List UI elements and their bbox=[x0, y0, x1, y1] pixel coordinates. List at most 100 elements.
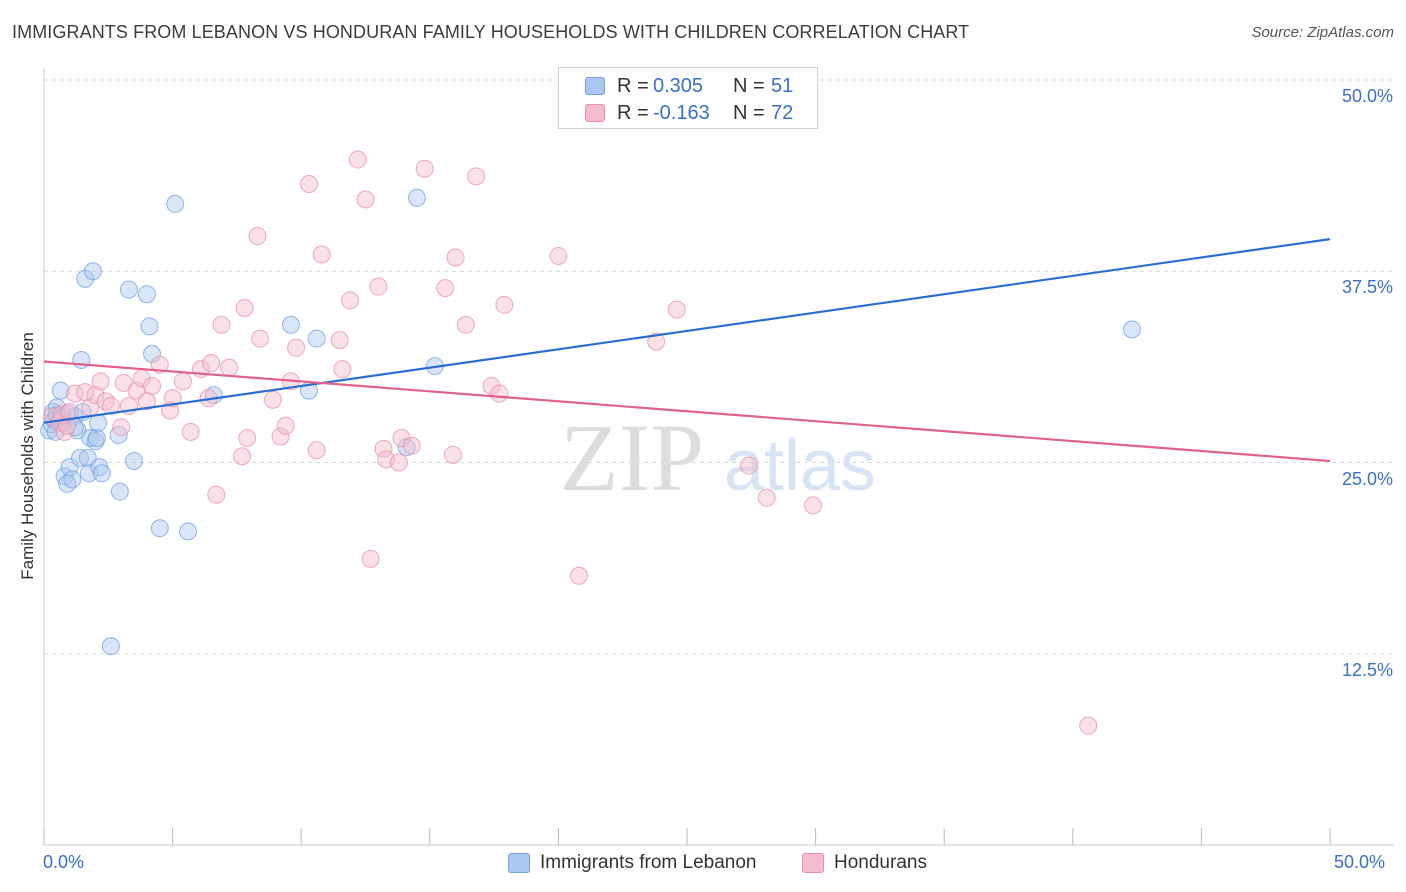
point-hondurans bbox=[86, 386, 105, 405]
chart-title: IMMIGRANTS FROM LEBANON VS HONDURAN FAMI… bbox=[12, 22, 970, 42]
point-hondurans bbox=[202, 354, 221, 373]
legend-label-lebanon: Immigrants from Lebanon bbox=[540, 852, 757, 873]
trend-line-hondurans bbox=[43, 360, 1331, 463]
correlation-legend: R = 0.305 N = 51 R = -0.163 N = 72 bbox=[558, 67, 818, 129]
y-tick-label: 25.0% bbox=[1341, 468, 1393, 489]
point-hondurans bbox=[356, 190, 375, 209]
point-hondurans bbox=[361, 549, 380, 568]
y-tick-label: 37.5% bbox=[1341, 277, 1393, 298]
point-hondurans bbox=[143, 377, 162, 395]
point-hondurans bbox=[163, 389, 182, 408]
point-hondurans bbox=[271, 427, 290, 446]
y-axis-label: Family Households with Children bbox=[18, 332, 37, 580]
point-hondurans bbox=[467, 167, 486, 186]
point-hondurans bbox=[647, 332, 666, 351]
point-hondurans bbox=[569, 566, 588, 585]
n-value-hondurans: 72 bbox=[771, 102, 794, 124]
point-lebanon bbox=[407, 188, 426, 207]
legend-swatch-hondurans bbox=[585, 104, 605, 122]
grid-lines bbox=[44, 79, 1394, 655]
r-value-lebanon: 0.305 bbox=[653, 75, 704, 97]
point-hondurans bbox=[341, 291, 360, 310]
point-hondurans bbox=[446, 248, 465, 267]
point-lebanon bbox=[83, 262, 102, 281]
point-hondurans bbox=[212, 315, 231, 334]
watermark-atlas: atlas bbox=[724, 426, 876, 506]
point-hondurans bbox=[233, 447, 252, 466]
point-lebanon bbox=[86, 432, 105, 451]
watermark: ZIP atlas bbox=[560, 404, 876, 511]
r-value-hondurans: -0.163 bbox=[653, 102, 710, 124]
point-hondurans bbox=[374, 439, 393, 458]
point-hondurans bbox=[251, 329, 270, 348]
point-hondurans bbox=[312, 245, 331, 264]
point-hondurans bbox=[415, 159, 434, 178]
point-hondurans bbox=[181, 422, 200, 441]
trend-lines bbox=[43, 238, 1331, 463]
point-hondurans bbox=[436, 279, 455, 298]
point-hondurans bbox=[1079, 716, 1098, 735]
source-credit: Source: ZipAtlas.com bbox=[1251, 24, 1394, 41]
point-hondurans bbox=[456, 315, 475, 334]
series-legend: Immigrants from Lebanon Hondurans bbox=[0, 850, 1406, 880]
point-lebanon bbox=[71, 448, 90, 467]
point-hondurans bbox=[549, 246, 568, 265]
point-lebanon bbox=[51, 381, 70, 400]
point-hondurans bbox=[330, 331, 349, 350]
point-lebanon bbox=[76, 269, 95, 288]
point-lebanon bbox=[179, 522, 198, 541]
legend-swatch-hondurans bbox=[802, 853, 824, 873]
x-tick-label-min: 0.0% bbox=[43, 852, 85, 872]
point-hondurans bbox=[91, 372, 110, 391]
point-hondurans bbox=[207, 485, 226, 504]
legend-swatch-lebanon bbox=[508, 853, 530, 873]
r-label: R = bbox=[617, 102, 649, 124]
y-tick-label: 12.5% bbox=[1341, 659, 1393, 680]
r-label: R = bbox=[617, 75, 649, 97]
legend-swatch-lebanon bbox=[585, 77, 605, 95]
n-value-lebanon: 51 bbox=[771, 75, 794, 97]
x-tick-label-max: 50.0% bbox=[1334, 852, 1386, 872]
point-hondurans bbox=[482, 377, 501, 395]
point-hondurans bbox=[173, 372, 192, 391]
point-lebanon bbox=[150, 519, 169, 538]
point-lebanon bbox=[110, 482, 129, 501]
point-lebanon bbox=[137, 285, 156, 304]
point-lebanon bbox=[166, 194, 185, 213]
point-lebanon bbox=[307, 329, 326, 348]
n-label: N = bbox=[733, 75, 765, 97]
point-hondurans bbox=[307, 441, 326, 460]
point-hondurans bbox=[58, 416, 77, 435]
point-hondurans bbox=[333, 360, 352, 379]
point-hondurans bbox=[287, 338, 306, 357]
n-label: N = bbox=[733, 102, 765, 124]
point-hondurans bbox=[248, 227, 267, 246]
point-hondurans bbox=[739, 456, 758, 475]
point-hondurans bbox=[490, 384, 509, 403]
point-lebanon bbox=[1122, 320, 1141, 339]
point-hondurans bbox=[238, 429, 257, 448]
point-hondurans bbox=[667, 300, 686, 319]
legend-label-hondurans: Hondurans bbox=[834, 852, 927, 873]
point-hondurans bbox=[60, 403, 79, 422]
point-hondurans bbox=[804, 496, 823, 515]
point-lebanon bbox=[81, 429, 100, 448]
point-lebanon bbox=[92, 464, 111, 483]
point-hondurans bbox=[389, 453, 408, 472]
point-hondurans bbox=[299, 175, 318, 194]
axes bbox=[43, 68, 1394, 846]
point-hondurans bbox=[235, 298, 254, 317]
trend-line-lebanon bbox=[43, 238, 1331, 424]
point-hondurans bbox=[757, 488, 776, 507]
point-hondurans bbox=[392, 429, 411, 448]
point-lebanon bbox=[101, 637, 120, 656]
point-hondurans bbox=[150, 355, 169, 374]
point-hondurans bbox=[369, 277, 388, 296]
point-hondurans bbox=[495, 295, 514, 314]
point-hondurans bbox=[402, 436, 421, 455]
point-lebanon bbox=[87, 429, 106, 448]
point-lebanon bbox=[281, 315, 300, 334]
y-tick-label: 50.0% bbox=[1341, 86, 1393, 106]
point-hondurans bbox=[263, 390, 282, 409]
